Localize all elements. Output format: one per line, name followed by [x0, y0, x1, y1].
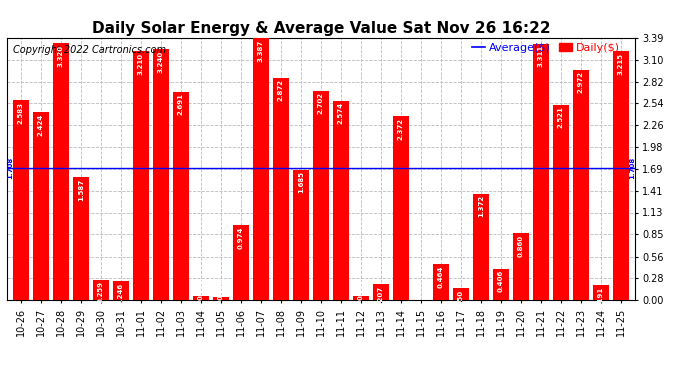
Text: 0.406: 0.406: [497, 270, 504, 292]
Text: 0.974: 0.974: [238, 226, 244, 249]
Text: 0.246: 0.246: [118, 282, 124, 304]
Text: 1.708: 1.708: [7, 157, 13, 179]
Text: 3.387: 3.387: [258, 39, 264, 62]
Bar: [473, 194, 489, 300]
Text: 2.702: 2.702: [318, 92, 324, 114]
Text: Copyright 2022 Cartronics.com: Copyright 2022 Cartronics.com: [13, 45, 166, 56]
Bar: [553, 105, 569, 300]
Text: 2.872: 2.872: [278, 79, 284, 101]
Text: 2.372: 2.372: [398, 118, 404, 140]
Legend: Average($), Daily($): Average($), Daily($): [472, 43, 620, 53]
Bar: [313, 91, 329, 300]
Bar: [533, 44, 549, 300]
Bar: [593, 285, 609, 300]
Text: 2.521: 2.521: [558, 106, 564, 128]
Text: 3.210: 3.210: [138, 53, 144, 75]
Text: 0.259: 0.259: [98, 282, 104, 303]
Bar: [393, 116, 409, 300]
Text: 3.240: 3.240: [158, 51, 164, 73]
Text: 3.215: 3.215: [618, 53, 624, 75]
Text: 0.191: 0.191: [598, 287, 604, 309]
Text: 0.049: 0.049: [198, 277, 204, 300]
Bar: [113, 281, 129, 300]
Bar: [73, 177, 89, 300]
Text: 0.464: 0.464: [438, 266, 444, 288]
Bar: [353, 296, 369, 300]
Text: 2.583: 2.583: [18, 102, 24, 123]
Text: 0.044: 0.044: [218, 277, 224, 300]
Text: 1.587: 1.587: [78, 178, 84, 201]
Text: 0.207: 0.207: [378, 285, 384, 308]
Bar: [133, 51, 149, 300]
Bar: [433, 264, 448, 300]
Text: 2.691: 2.691: [178, 93, 184, 115]
Text: 3.320: 3.320: [58, 45, 64, 67]
Bar: [13, 100, 29, 300]
Bar: [53, 43, 69, 300]
Bar: [513, 233, 529, 300]
Text: 0.047: 0.047: [358, 277, 364, 300]
Text: 2.574: 2.574: [338, 102, 344, 125]
Bar: [493, 268, 509, 300]
Bar: [293, 170, 309, 300]
Bar: [373, 284, 389, 300]
Bar: [253, 38, 269, 300]
Bar: [453, 288, 469, 300]
Bar: [193, 296, 209, 300]
Title: Daily Solar Energy & Average Value Sat Nov 26 16:22: Daily Solar Energy & Average Value Sat N…: [92, 21, 550, 36]
Bar: [93, 280, 109, 300]
Bar: [33, 112, 49, 300]
Text: 3.311: 3.311: [538, 45, 544, 68]
Bar: [613, 51, 629, 300]
Text: 2.424: 2.424: [38, 114, 44, 136]
Text: 1.708: 1.708: [629, 157, 635, 179]
Text: 1.372: 1.372: [477, 195, 484, 217]
Bar: [213, 297, 229, 300]
Text: 0.150: 0.150: [458, 290, 464, 312]
Bar: [233, 225, 249, 300]
Text: 2.972: 2.972: [578, 71, 584, 93]
Text: 1.685: 1.685: [298, 171, 304, 193]
Bar: [573, 70, 589, 300]
Bar: [173, 92, 189, 300]
Bar: [273, 78, 289, 300]
Text: 0.860: 0.860: [518, 235, 524, 257]
Bar: [333, 100, 349, 300]
Bar: [153, 49, 169, 300]
